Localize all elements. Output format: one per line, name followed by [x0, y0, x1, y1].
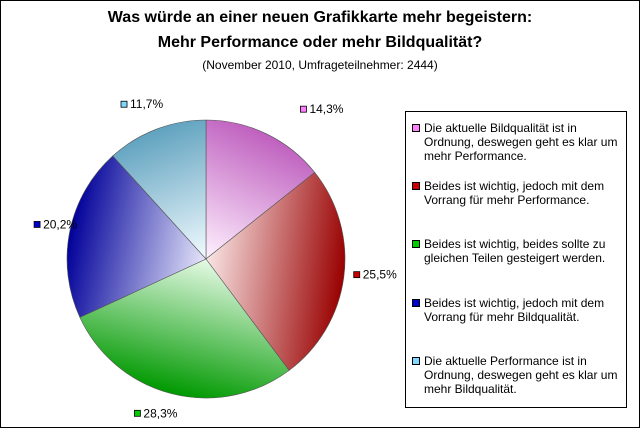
legend-label-0: Die aktuelle Bildqualität ist in Ordnung… [424, 121, 618, 163]
slice-label-text-2: 28,3% [143, 406, 177, 420]
slice-label-text-3: 20,2% [43, 217, 77, 231]
slice-label-swatch-1 [353, 271, 361, 279]
legend-swatch-1 [412, 182, 420, 190]
legend-swatch-2 [412, 240, 420, 248]
legend-item-2: Beides ist wichtig, beides sollte zu gle… [412, 237, 626, 265]
legend-swatch-4 [412, 357, 420, 365]
slice-label-2: 28,3% [134, 406, 178, 420]
slice-label-swatch-3 [33, 221, 41, 228]
pie-slice-3 [66, 155, 207, 318]
slice-label-swatch-0 [300, 105, 307, 113]
legend-label-4: Die aktuelle Performance ist in Ordnung,… [424, 354, 618, 396]
slice-label-text-1: 25,5% [363, 268, 397, 282]
legend: Die aktuelle Bildqualität ist in Ordnung… [405, 111, 627, 408]
legend-item-3: Beides ist wichtig, jedoch mit dem Vorra… [412, 296, 626, 324]
chart-title: Was würde an einer neuen Grafikkarte meh… [107, 9, 533, 26]
legend-item-4: Die aktuelle Performance ist in Ordnung,… [412, 354, 626, 396]
legend-swatch-3 [412, 299, 420, 307]
slice-label-text-0: 14,3% [309, 102, 343, 116]
slice-label-0: 14,3% [300, 102, 344, 116]
chart-note: (November 2010, Umfrageteilnehmer: 2444) [202, 58, 438, 72]
legend-label-3: Beides ist wichtig, jedoch mit dem Vorra… [424, 296, 605, 324]
slice-label-swatch-4 [120, 100, 128, 108]
slice-label-3: 20,2% [33, 217, 77, 231]
legend-swatch-0 [412, 124, 420, 132]
pie-slice-1 [205, 172, 346, 371]
slice-label-1: 25,5% [353, 268, 397, 282]
pie-slice-0 [205, 119, 316, 260]
pie-slice-2 [79, 258, 290, 399]
pie-slice-4 [112, 119, 207, 260]
legend-label-1: Beides ist wichtig, jedoch mit dem Vorra… [424, 179, 605, 207]
chart-title-line2: Mehr Performance oder mehr Bildqualität? [157, 34, 483, 51]
legend-item-0: Die aktuelle Bildqualität ist in Ordnung… [412, 121, 626, 163]
slice-label-text-4: 11,7% [130, 97, 163, 111]
legend-label-2: Beides ist wichtig, beides sollte zu gle… [424, 237, 606, 265]
slice-label-4: 11,7% [120, 97, 163, 111]
legend-item-1: Beides ist wichtig, jedoch mit dem Vorra… [412, 179, 626, 207]
slice-label-swatch-2 [134, 409, 141, 417]
